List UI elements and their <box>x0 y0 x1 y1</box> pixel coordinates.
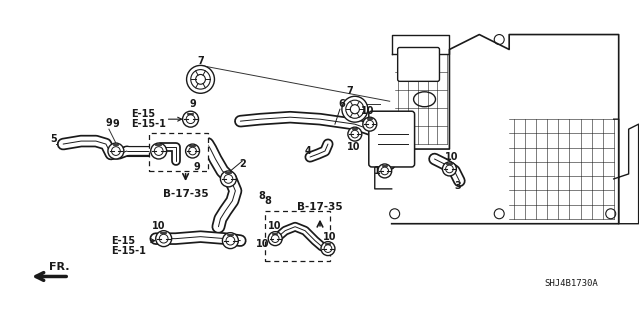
Circle shape <box>151 143 166 159</box>
Circle shape <box>442 162 456 176</box>
Text: B-17-35: B-17-35 <box>163 189 209 199</box>
Text: 7: 7 <box>197 56 204 66</box>
Circle shape <box>187 65 214 93</box>
Text: 9: 9 <box>193 162 200 172</box>
Text: 7: 7 <box>346 86 353 96</box>
Text: 6: 6 <box>339 99 345 109</box>
FancyBboxPatch shape <box>265 211 330 261</box>
Text: B-17-35: B-17-35 <box>297 202 343 212</box>
Circle shape <box>220 171 236 187</box>
Text: E-15: E-15 <box>111 236 135 246</box>
Text: E-15: E-15 <box>131 109 155 119</box>
Text: 8: 8 <box>265 196 271 206</box>
Polygon shape <box>375 149 392 189</box>
Text: 10: 10 <box>152 221 166 231</box>
Text: 10: 10 <box>323 232 337 242</box>
Text: 10: 10 <box>347 142 360 152</box>
Text: 10: 10 <box>361 106 374 116</box>
Text: 10: 10 <box>255 239 269 249</box>
Circle shape <box>108 143 124 159</box>
Text: E-15-1: E-15-1 <box>111 246 146 256</box>
FancyBboxPatch shape <box>148 133 209 171</box>
Circle shape <box>186 144 200 158</box>
Text: 5: 5 <box>50 134 56 144</box>
FancyBboxPatch shape <box>369 111 415 167</box>
Text: 3: 3 <box>454 181 461 191</box>
Text: 10: 10 <box>268 221 281 231</box>
FancyBboxPatch shape <box>397 48 440 81</box>
Text: 4: 4 <box>305 146 312 156</box>
Polygon shape <box>614 119 639 224</box>
Text: 9: 9 <box>106 118 112 128</box>
Circle shape <box>363 117 377 131</box>
Text: 1: 1 <box>374 166 381 176</box>
Text: 2: 2 <box>239 159 246 169</box>
Text: 8: 8 <box>259 191 266 201</box>
Text: SHJ4B1730A: SHJ4B1730A <box>544 279 598 288</box>
Circle shape <box>268 232 282 246</box>
Text: 9: 9 <box>189 99 196 109</box>
Circle shape <box>378 164 392 178</box>
Circle shape <box>321 241 335 256</box>
Circle shape <box>342 96 368 122</box>
Circle shape <box>223 233 238 249</box>
Text: 10: 10 <box>445 152 458 162</box>
Circle shape <box>182 111 198 127</box>
Circle shape <box>348 127 362 141</box>
Polygon shape <box>392 34 619 224</box>
Text: 9: 9 <box>113 119 119 129</box>
Circle shape <box>156 231 172 247</box>
Text: E-15-1: E-15-1 <box>131 119 166 129</box>
Text: FR.: FR. <box>49 262 69 271</box>
